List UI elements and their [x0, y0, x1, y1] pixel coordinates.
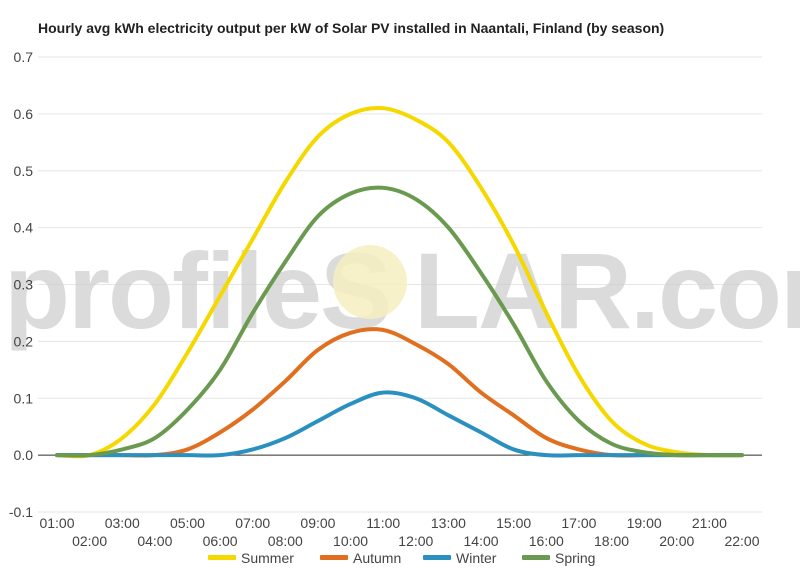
series-layer — [55, 105, 744, 459]
y-tick-label: 0.1 — [14, 390, 34, 406]
legend-item-winter[interactable]: Winter — [423, 550, 497, 566]
legend-item-autumn[interactable]: Autumn — [320, 550, 401, 566]
legend-swatch — [208, 555, 236, 560]
x-tick-label: 14:00 — [464, 533, 499, 549]
x-tick-label: 02:00 — [72, 533, 107, 549]
y-tick-label: 0.5 — [14, 163, 34, 179]
watermark-right-text: LAR.com — [414, 230, 800, 351]
y-tick-label: 0.2 — [14, 333, 34, 349]
x-tick-label: 10:00 — [333, 533, 368, 549]
x-tick-label: 11:00 — [366, 515, 400, 531]
watermark-sun-icon — [333, 245, 407, 319]
legend-label: Autumn — [353, 550, 401, 566]
x-tick-label: 06:00 — [203, 533, 238, 549]
legend-label: Winter — [456, 550, 497, 566]
legend-swatch — [522, 555, 550, 560]
series-line-summer — [55, 105, 744, 459]
x-tick-label: 04:00 — [137, 533, 172, 549]
series-line-winter — [55, 390, 744, 458]
legend-swatch — [320, 555, 348, 560]
x-tick-label: 21:00 — [692, 515, 727, 531]
x-tick-label: 17:00 — [561, 515, 596, 531]
x-tick-label: 13:00 — [431, 515, 466, 531]
x-tick-label: 16:00 — [529, 533, 564, 549]
x-tick-label: 07:00 — [235, 515, 270, 531]
watermark: profileS LAR.com — [4, 230, 800, 351]
y-tick-label: 0.7 — [14, 49, 34, 65]
x-tick-label: 03:00 — [105, 515, 140, 531]
x-tick-label: 05:00 — [170, 515, 205, 531]
x-tick-label: 15:00 — [496, 515, 531, 531]
y-tick-label: 0.0 — [14, 447, 34, 463]
legend-swatch — [423, 555, 451, 560]
y-axis-ticks: -0.1 0.0 0.1 0.2 0.3 0.4 0.5 0.6 0.7 — [9, 49, 33, 520]
x-tick-label: 20:00 — [659, 533, 694, 549]
x-tick-label: 08:00 — [268, 533, 303, 549]
legend-label: Spring — [555, 550, 595, 566]
y-tick-label: -0.1 — [9, 504, 33, 520]
legend-item-spring[interactable]: Spring — [522, 550, 595, 566]
x-tick-label: 01:00 — [39, 515, 74, 531]
legend: Summer Autumn Winter Spring — [208, 550, 595, 566]
y-tick-label: 0.6 — [14, 106, 34, 122]
x-tick-label: 19:00 — [627, 515, 662, 531]
legend-item-summer[interactable]: Summer — [208, 550, 294, 566]
x-tick-label: 12:00 — [398, 533, 433, 549]
legend-label: Summer — [241, 550, 294, 566]
y-tick-label: 0.3 — [14, 277, 34, 293]
chart-title: Hourly avg kWh electricity output per kW… — [38, 20, 664, 36]
series-line-spring — [55, 185, 744, 458]
x-tick-label: 18:00 — [594, 533, 629, 549]
x-axis-ticks: 01:00 02:00 03:00 04:00 05:00 06:00 07:00 08:00… — [39, 515, 759, 549]
x-tick-label: 09:00 — [300, 515, 335, 531]
y-tick-label: 0.4 — [14, 220, 34, 236]
x-tick-label: 22:00 — [724, 533, 759, 549]
